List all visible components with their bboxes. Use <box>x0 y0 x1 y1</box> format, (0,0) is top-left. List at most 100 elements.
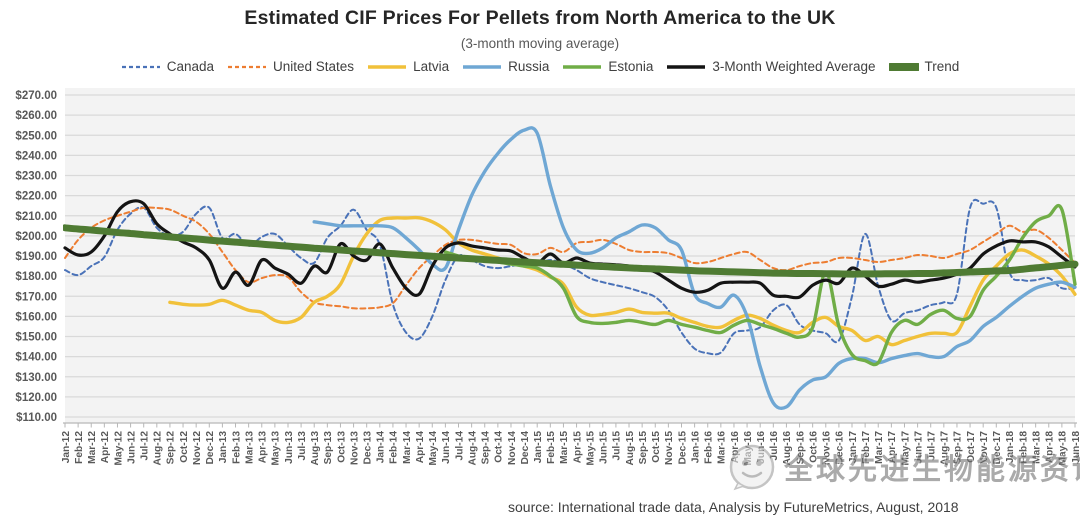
legend-label-3-month-weighted-average: 3-Month Weighted Average <box>712 59 876 74</box>
x-tick-label: Nov-12 <box>192 431 203 465</box>
x-tick-label: Apr-18 <box>1045 431 1056 464</box>
x-tick-label: Jun-16 <box>756 431 767 464</box>
x-tick-label: Sep-14 <box>481 431 492 465</box>
x-tick-label: Jan-12 <box>61 431 72 464</box>
y-tick-label: $140.00 <box>15 352 57 364</box>
x-tick-label: Jun-17 <box>913 431 924 464</box>
series-line-latvia <box>168 215 1077 347</box>
x-tick-label: Jul-16 <box>769 431 780 461</box>
legend-item-russia: Russia <box>462 59 549 74</box>
y-tick-label: $160.00 <box>15 311 57 323</box>
chart-legend: Canada United States Latvia Russia Estonia 3-… <box>0 59 1080 74</box>
legend-label-estonia: Estonia <box>608 59 654 74</box>
x-tick-label: Feb-15 <box>546 431 557 464</box>
legend-swatch-3-month-weighted-average <box>667 64 706 69</box>
x-tick-label: Sep-15 <box>638 431 649 465</box>
x-tick-label: Dec-14 <box>520 431 531 465</box>
legend-item-3-month-weighted-average: 3-Month Weighted Average <box>666 59 876 74</box>
x-tick-label: Apr-14 <box>415 431 426 464</box>
legend-swatch-estonia <box>563 64 602 69</box>
legend-label-latvia: Latvia <box>413 59 450 74</box>
x-tick-label: Oct-15 <box>651 431 662 463</box>
x-tick-label: May-16 <box>743 431 754 466</box>
x-tick-label: Aug-15 <box>625 431 636 466</box>
x-tick-label: Dec-15 <box>677 431 688 465</box>
x-tick-label: Feb-13 <box>231 431 242 464</box>
x-tick-label: Aug-14 <box>467 431 478 466</box>
x-tick-label: Jun-12 <box>126 431 137 464</box>
x-tick-label: Nov-15 <box>664 431 675 465</box>
legend-swatch-canada <box>121 65 160 68</box>
x-tick-label: Jan-13 <box>218 431 229 464</box>
x-tick-label: Jul-12 <box>140 431 151 461</box>
legend-item-estonia: Estonia <box>562 59 653 74</box>
legend-label-canada: Canada <box>166 59 215 74</box>
x-tick-label: Dec-16 <box>835 431 846 465</box>
legend-swatch-russia <box>463 64 502 69</box>
y-tick-label: $110.00 <box>16 412 57 424</box>
legend-item-trend: Trend <box>888 59 960 74</box>
x-tick-label: Nov-16 <box>822 431 833 465</box>
x-tick-label: Nov-13 <box>349 431 360 465</box>
x-tick-label: Jul-14 <box>454 431 465 461</box>
x-tick-label: Jan-14 <box>376 431 387 464</box>
y-tick-label: $210.00 <box>15 211 57 223</box>
x-tick-label: Jul-17 <box>927 431 938 461</box>
x-tick-label: Jun-15 <box>599 431 610 464</box>
x-tick-label: Jan-16 <box>690 431 701 464</box>
y-tick-label: $270.00 <box>15 90 57 102</box>
x-tick-label: Oct-17 <box>966 431 977 463</box>
series-line-united-states <box>64 206 1076 310</box>
x-tick-label: Nov-14 <box>507 431 518 465</box>
x-tick-label: Jul-13 <box>297 431 308 461</box>
x-tick-label: Oct-16 <box>808 431 819 463</box>
x-tick-label: Feb-18 <box>1018 431 1029 464</box>
x-tick-label: Mar-15 <box>559 431 570 464</box>
y-axis-labels: $270.00 $260.00 $250.00 $240.00 $230.00 $220.… <box>15 90 57 424</box>
x-tick-label: Mar-14 <box>402 431 413 464</box>
x-tick-label: Apr-17 <box>887 431 898 464</box>
x-tick-label: May-14 <box>428 431 439 466</box>
y-tick-label: $170.00 <box>15 291 57 303</box>
series-line-estonia <box>443 203 1077 367</box>
y-tick-label: $240.00 <box>15 150 57 162</box>
x-tick-label: Jun-18 <box>1071 431 1080 464</box>
x-tick-label: Aug-13 <box>310 431 321 466</box>
y-tick-label: $250.00 <box>15 130 57 142</box>
source-note: source: International trade data, Analys… <box>508 499 959 515</box>
x-tick-label: Jan-18 <box>1005 431 1016 464</box>
series-lines <box>63 126 1079 411</box>
x-tick-label: May-15 <box>585 431 596 466</box>
x-tick-label: Mar-16 <box>717 431 728 464</box>
x-tick-label: Jan-15 <box>533 431 544 464</box>
x-tick-label: Aug-17 <box>940 431 951 466</box>
legend-swatch-latvia <box>368 64 407 69</box>
x-tick-label: Sep-16 <box>795 431 806 465</box>
y-tick-label: $200.00 <box>15 231 57 243</box>
x-tick-label: Jul-15 <box>612 431 623 461</box>
x-tick-label: Sep-13 <box>323 431 334 465</box>
x-tick-label: Apr-16 <box>730 431 741 464</box>
x-tick-label: Aug-12 <box>153 431 164 466</box>
series-line-trend <box>63 224 1079 278</box>
legend-label-russia: Russia <box>508 59 550 74</box>
x-axis-labels: Jan-12 Feb-12 Mar-12 Apr-12 May-12 Jun-12 Jul-… <box>61 431 1080 466</box>
legend-label-trend: Trend <box>924 59 960 74</box>
x-tick-label: Sep-17 <box>953 431 964 465</box>
x-tick-label: Dec-13 <box>362 431 373 465</box>
legend-swatch-united-states <box>228 65 267 68</box>
y-tick-label: $130.00 <box>15 372 57 384</box>
x-tick-label: Jun-14 <box>441 431 452 464</box>
y-tick-label: $150.00 <box>15 332 57 344</box>
x-tick-label: Aug-16 <box>782 431 793 466</box>
x-tick-label: Oct-12 <box>179 431 190 463</box>
y-tick-label: $220.00 <box>15 191 57 203</box>
x-tick-label: Mar-13 <box>244 431 255 464</box>
series-line-russia <box>312 126 1077 411</box>
x-tick-label: Mar-17 <box>874 431 885 464</box>
y-tick-label: $120.00 <box>15 392 57 404</box>
x-tick-label: Dec-17 <box>992 431 1003 465</box>
x-tick-label: Mar-12 <box>87 431 98 464</box>
